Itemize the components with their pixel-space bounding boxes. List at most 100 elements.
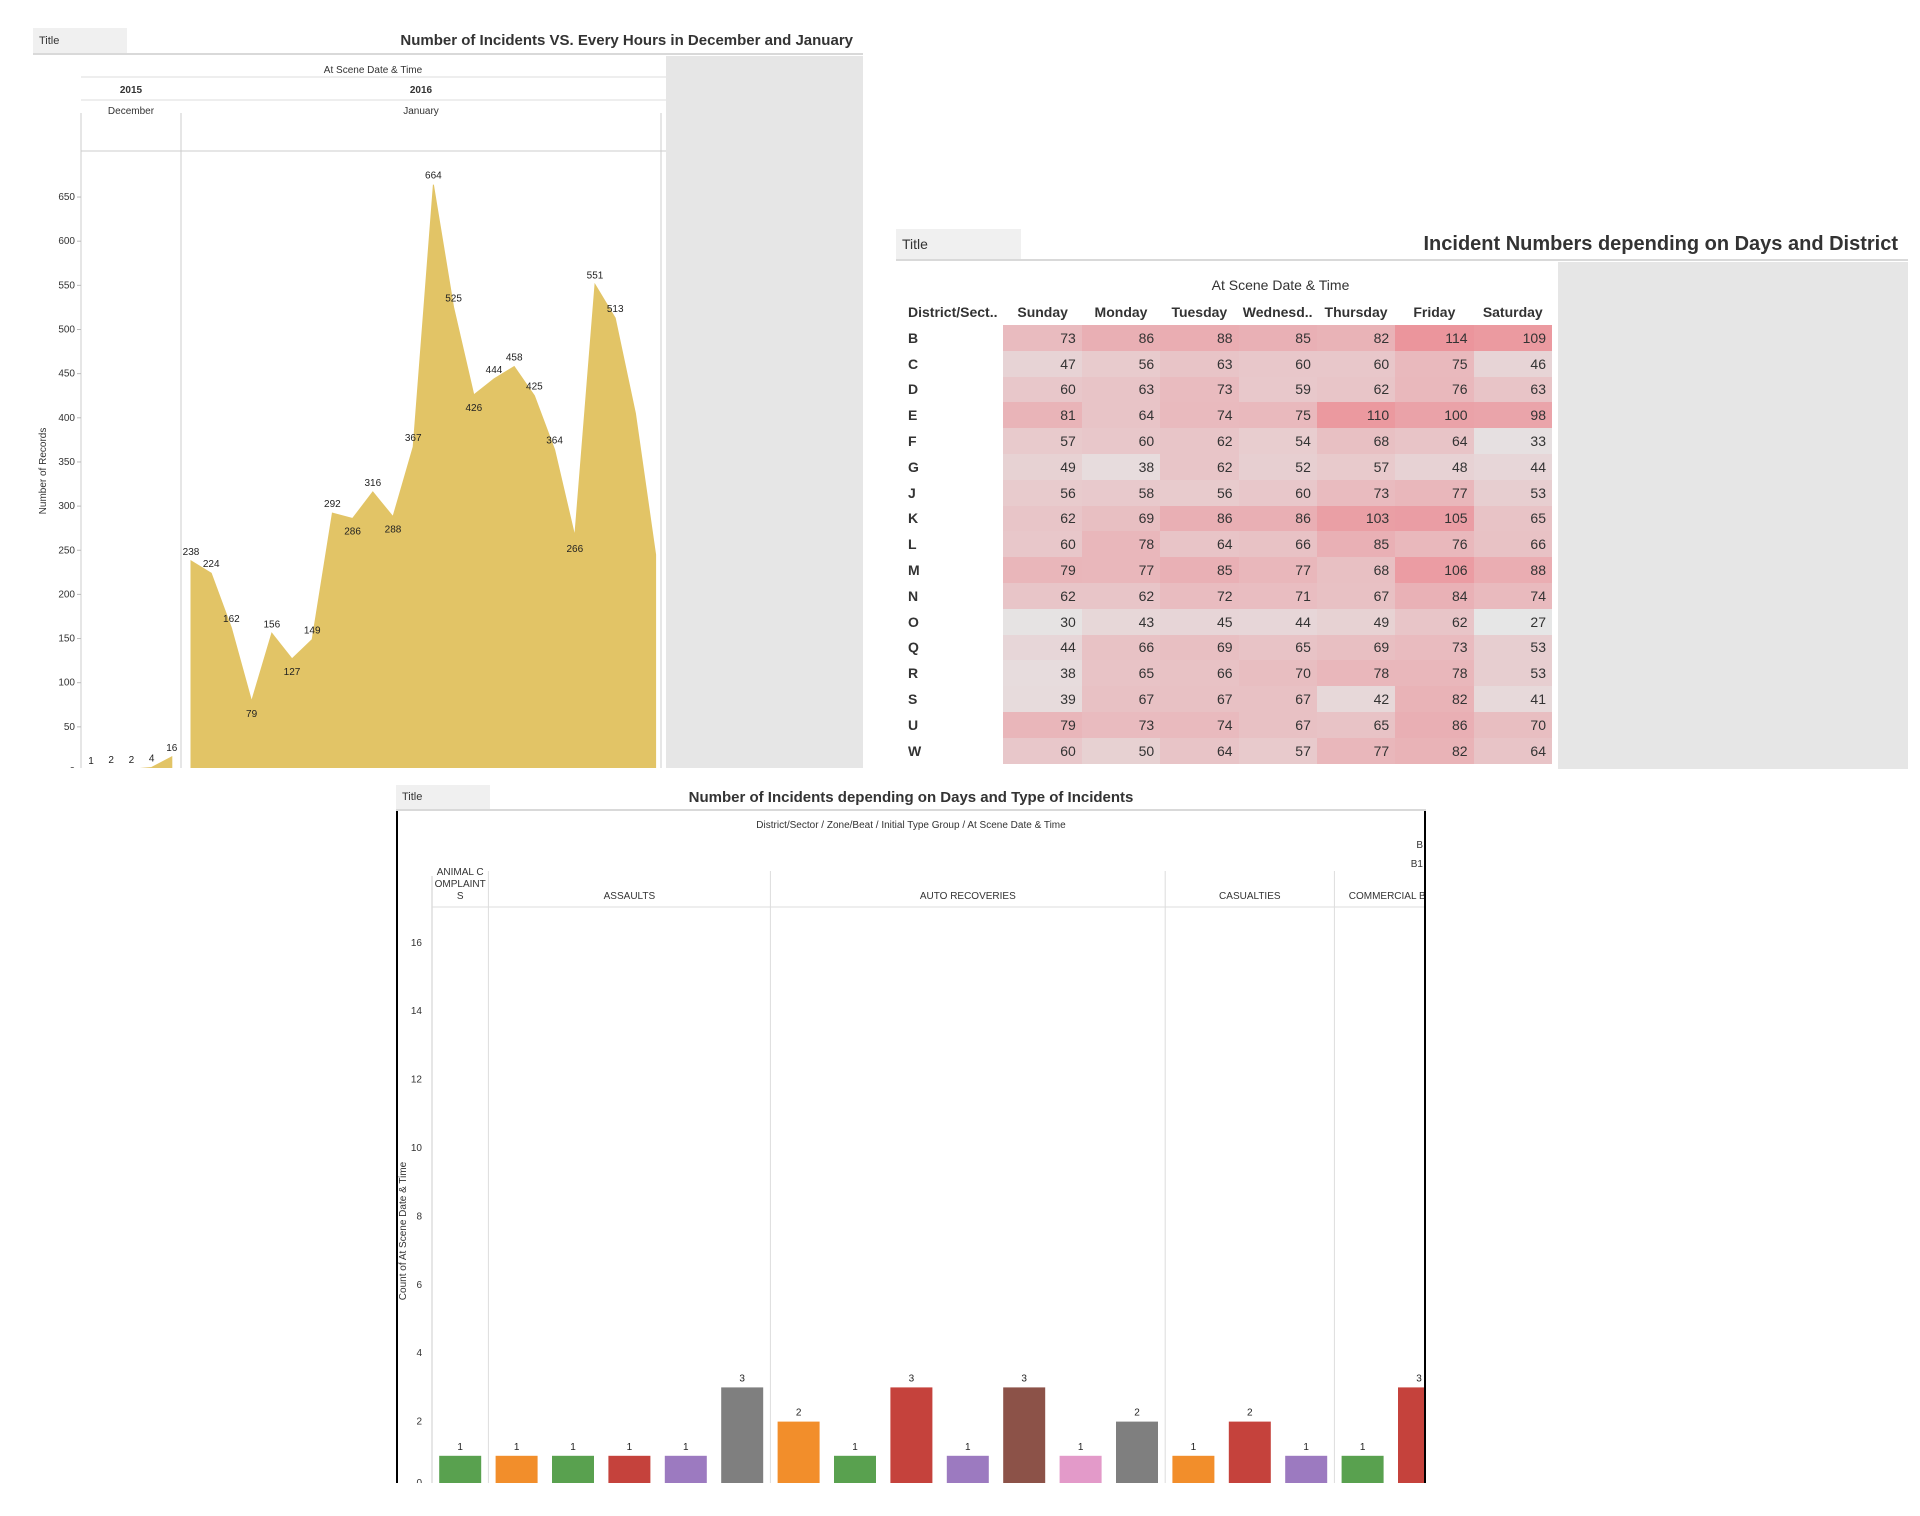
heatmap-col-header[interactable]: Monday	[1094, 304, 1148, 320]
heatmap-cell[interactable]: 81	[1003, 402, 1082, 429]
heatmap-cell[interactable]: 49	[1003, 453, 1082, 480]
heatmap-cell[interactable]: 64	[1473, 737, 1552, 764]
heatmap-col-header[interactable]: Tuesday	[1171, 304, 1228, 320]
heatmap-cell[interactable]: 66	[1081, 634, 1161, 661]
heatmap-row-label[interactable]: G	[896, 453, 1004, 480]
heatmap-cell[interactable]: 74	[1160, 402, 1239, 429]
heatmap-cell[interactable]: 103	[1316, 505, 1396, 532]
heatmap-cell[interactable]: 62	[1003, 582, 1082, 609]
heatmap-cell[interactable]: 57	[1238, 737, 1317, 764]
heatmap-row-label[interactable]: O	[896, 608, 1004, 635]
heatmap-row-label[interactable]: J	[896, 479, 1004, 506]
heatmap-cell[interactable]: 85	[1316, 531, 1396, 558]
heatmap-cell[interactable]: 39	[1003, 686, 1082, 712]
heatmap-row-label[interactable]: Q	[896, 634, 1004, 661]
heatmap-cell[interactable]: 66	[1238, 531, 1317, 558]
heatmap-cell[interactable]: 69	[1160, 634, 1239, 661]
heatmap-cell[interactable]: 64	[1160, 531, 1239, 558]
heatmap-cell[interactable]: 64	[1081, 402, 1161, 429]
heatmap-cell[interactable]: 67	[1160, 686, 1239, 712]
heatmap-cell[interactable]: 38	[1003, 660, 1082, 687]
heatmap-cell[interactable]: 63	[1473, 376, 1552, 403]
heatmap-cell[interactable]: 106	[1395, 557, 1474, 583]
heatmap-cell[interactable]: 73	[1003, 325, 1082, 351]
heatmap-row-label[interactable]: M	[896, 557, 1004, 583]
heatmap-cell[interactable]: 49	[1316, 608, 1396, 635]
panel3-title-tag[interactable]: Title	[396, 785, 490, 809]
heatmap-cell[interactable]: 78	[1081, 531, 1161, 558]
heatmap-cell[interactable]: 82	[1395, 686, 1474, 712]
heatmap-cell[interactable]: 70	[1238, 660, 1317, 687]
heatmap-col-header[interactable]: Wednesd..	[1242, 304, 1313, 320]
heatmap-row-label[interactable]: F	[896, 428, 1004, 454]
heatmap-cell[interactable]: 63	[1081, 376, 1161, 403]
heatmap-cell[interactable]: 77	[1316, 737, 1396, 764]
heatmap-cell[interactable]: 79	[1003, 557, 1082, 583]
heatmap-row-label[interactable]: S	[896, 686, 1004, 712]
heatmap-cell[interactable]: 58	[1081, 479, 1161, 506]
heatmap-row-label[interactable]: D	[896, 376, 1004, 403]
heatmap-cell[interactable]: 100	[1395, 402, 1474, 429]
heatmap-cell[interactable]: 74	[1473, 582, 1552, 609]
heatmap-cell[interactable]: 82	[1316, 325, 1396, 351]
heatmap-cell[interactable]: 62	[1316, 376, 1396, 403]
heatmap-cell[interactable]: 69	[1316, 634, 1396, 661]
heatmap-cell[interactable]: 76	[1395, 376, 1474, 403]
heatmap-cell[interactable]: 65	[1238, 634, 1317, 661]
heatmap-cell[interactable]: 68	[1316, 557, 1396, 583]
heatmap-cell[interactable]: 60	[1238, 350, 1317, 377]
heatmap-cell[interactable]: 66	[1473, 531, 1552, 558]
heatmap-cell[interactable]: 85	[1160, 557, 1239, 583]
heatmap-cell[interactable]: 82	[1395, 737, 1474, 764]
heatmap-cell[interactable]: 105	[1395, 505, 1474, 532]
panel1-title-tag[interactable]: Title	[33, 28, 127, 53]
heatmap-cell[interactable]: 86	[1395, 711, 1474, 738]
heatmap-cell[interactable]: 62	[1003, 505, 1082, 532]
heatmap-cell[interactable]: 56	[1160, 479, 1239, 506]
heatmap-cell[interactable]: 64	[1395, 428, 1474, 454]
heatmap-cell[interactable]: 43	[1081, 608, 1161, 635]
heatmap-cell[interactable]: 67	[1316, 582, 1396, 609]
heatmap-cell[interactable]: 77	[1238, 557, 1317, 583]
heatmap-cell[interactable]: 79	[1003, 711, 1082, 738]
heatmap-cell[interactable]: 30	[1003, 608, 1082, 635]
heatmap-cell[interactable]: 64	[1160, 737, 1239, 764]
heatmap-cell[interactable]: 44	[1238, 608, 1317, 635]
heatmap-col-header[interactable]: Thursday	[1324, 304, 1388, 320]
heatmap-cell[interactable]: 73	[1160, 376, 1239, 403]
heatmap-cell[interactable]: 62	[1160, 428, 1239, 454]
heatmap-cell[interactable]: 77	[1081, 557, 1161, 583]
heatmap-cell[interactable]: 53	[1473, 660, 1552, 687]
heatmap-row-label[interactable]: B	[896, 325, 1004, 351]
heatmap-cell[interactable]: 68	[1316, 428, 1396, 454]
heatmap-cell[interactable]: 77	[1395, 479, 1474, 506]
heatmap-cell[interactable]: 69	[1081, 505, 1161, 532]
heatmap-cell[interactable]: 60	[1003, 376, 1082, 403]
heatmap-cell[interactable]: 62	[1395, 608, 1474, 635]
heatmap-cell[interactable]: 71	[1238, 582, 1317, 609]
heatmap-cell[interactable]: 76	[1395, 531, 1474, 558]
heatmap-cell[interactable]: 54	[1238, 428, 1317, 454]
heatmap-row-label[interactable]: E	[896, 402, 1004, 429]
heatmap-cell[interactable]: 60	[1003, 737, 1082, 764]
heatmap-row-label[interactable]: U	[896, 711, 1004, 738]
heatmap-cell[interactable]: 65	[1316, 711, 1396, 738]
heatmap-cell[interactable]: 48	[1395, 453, 1474, 480]
heatmap-cell[interactable]: 88	[1473, 557, 1552, 583]
heatmap-cell[interactable]: 114	[1395, 325, 1474, 351]
heatmap-cell[interactable]: 73	[1081, 711, 1161, 738]
heatmap-cell[interactable]: 66	[1160, 660, 1239, 687]
heatmap-cell[interactable]: 98	[1473, 402, 1552, 429]
heatmap-cell[interactable]: 60	[1081, 428, 1161, 454]
heatmap-cell[interactable]: 52	[1238, 453, 1317, 480]
heatmap-col-header[interactable]: Sunday	[1017, 304, 1068, 320]
heatmap-cell[interactable]: 67	[1081, 686, 1161, 712]
heatmap-cell[interactable]: 86	[1160, 505, 1239, 532]
heatmap-row-label[interactable]: K	[896, 505, 1004, 532]
heatmap-cell[interactable]: 74	[1160, 711, 1239, 738]
heatmap-cell[interactable]: 65	[1081, 660, 1161, 687]
heatmap-cell[interactable]: 60	[1316, 350, 1396, 377]
heatmap-cell[interactable]: 60	[1003, 531, 1082, 558]
heatmap-cell[interactable]: 65	[1473, 505, 1552, 532]
heatmap-col-header[interactable]: Saturday	[1482, 304, 1543, 320]
